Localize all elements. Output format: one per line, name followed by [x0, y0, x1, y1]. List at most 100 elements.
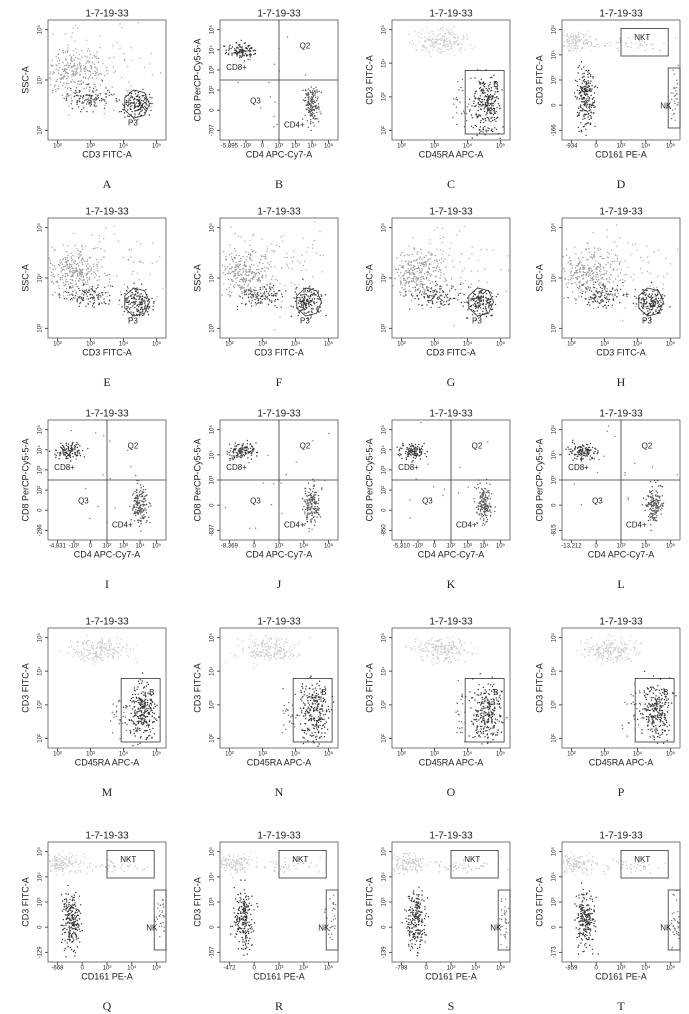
event-dot: [286, 264, 288, 267]
event-dot: [674, 94, 677, 97]
y-axis-label: SSC-A: [20, 66, 30, 94]
event-dot: [428, 251, 430, 253]
event-dot: [271, 294, 273, 297]
event-dot: [480, 130, 482, 132]
event-dot: [476, 117, 478, 119]
event-dot: [571, 36, 573, 38]
event-dot: [454, 289, 457, 291]
event-dot: [415, 289, 417, 291]
event-dot: [589, 304, 591, 306]
event-dot: [59, 66, 61, 69]
event-dot: [437, 34, 439, 36]
event-dot: [488, 305, 490, 308]
event-dot: [103, 298, 105, 300]
event-dot: [229, 443, 231, 445]
event-dot: [435, 288, 437, 291]
event-dot: [251, 270, 253, 273]
event-dot: [228, 46, 230, 48]
event-dot: [151, 97, 153, 99]
event-dot: [505, 290, 507, 293]
event-dot: [249, 255, 252, 257]
event-dot: [660, 298, 662, 300]
event-dot: [461, 270, 464, 272]
event-dot: [571, 33, 573, 35]
event-dot: [432, 297, 434, 299]
event-dot: [614, 260, 616, 262]
x-tick-label: 10³: [275, 544, 284, 550]
event-dot: [52, 73, 54, 75]
x-axis-label: CD3 FITC-A: [254, 347, 304, 357]
event-dot: [490, 298, 492, 301]
event-dot: [447, 31, 449, 34]
event-dot: [588, 72, 590, 75]
event-dot: [602, 273, 605, 276]
event-dot: [312, 117, 314, 120]
event-dot: [563, 35, 565, 37]
event-dot: [65, 455, 68, 458]
event-dot: [90, 65, 92, 67]
event-dot: [235, 278, 237, 280]
event-dot: [251, 293, 254, 295]
event-dot: [422, 276, 425, 278]
event-dot: [96, 267, 99, 269]
event-dot: [281, 295, 284, 298]
event-dot: [92, 297, 95, 299]
event-dot: [258, 272, 261, 275]
event-dot: [603, 273, 606, 275]
event-dot: [257, 299, 260, 302]
event-dot: [141, 508, 143, 510]
event-dot: [652, 43, 654, 45]
event-dot: [489, 82, 491, 84]
event-dot: [432, 267, 434, 269]
event-dot: [476, 306, 478, 308]
event-dot: [647, 305, 649, 308]
event-dot: [66, 264, 69, 266]
event-dot: [52, 273, 54, 276]
event-dot: [434, 290, 436, 292]
event-dot: [495, 110, 497, 113]
event-dot: [306, 104, 308, 106]
event-dot: [229, 272, 231, 275]
event-dot: [79, 289, 81, 292]
event-dot: [113, 93, 115, 96]
event-dot: [76, 83, 79, 85]
event-dot: [411, 269, 414, 272]
event-dot: [432, 45, 434, 47]
event-dot: [457, 294, 460, 296]
event-dot: [96, 265, 98, 267]
event-dot: [88, 97, 90, 99]
plot-title: 1-7-19-33: [429, 207, 473, 218]
event-dot: [126, 101, 128, 103]
event-dot: [567, 38, 569, 41]
event-dot: [272, 288, 274, 290]
event-dot: [92, 271, 95, 273]
event-dot: [577, 36, 579, 38]
event-dot: [591, 270, 593, 272]
event-dot: [143, 307, 146, 309]
event-dot: [588, 36, 590, 38]
event-dot: [423, 290, 426, 292]
event-dot: [643, 303, 646, 305]
event-dot: [67, 76, 69, 78]
event-dot: [65, 451, 67, 454]
event-dot: [588, 98, 590, 100]
event-dot: [640, 302, 643, 304]
event-dot: [74, 92, 77, 94]
event-dot: [420, 276, 422, 279]
event-dot: [300, 302, 302, 304]
event-dot: [133, 301, 135, 303]
event-dot: [245, 449, 248, 452]
event-dot: [131, 291, 133, 294]
event-dot: [143, 500, 145, 503]
event-dot: [97, 298, 99, 300]
event-dot: [470, 77, 472, 80]
event-dot: [66, 72, 69, 74]
event-dot: [672, 92, 674, 94]
y-axis-label: CD3 FITC-A: [364, 55, 374, 105]
event-dot: [129, 103, 131, 105]
event-dot: [144, 302, 146, 304]
event-dot: [300, 294, 302, 296]
event-dot: [85, 293, 88, 295]
event-dot: [591, 104, 594, 106]
event-dot: [610, 263, 612, 265]
